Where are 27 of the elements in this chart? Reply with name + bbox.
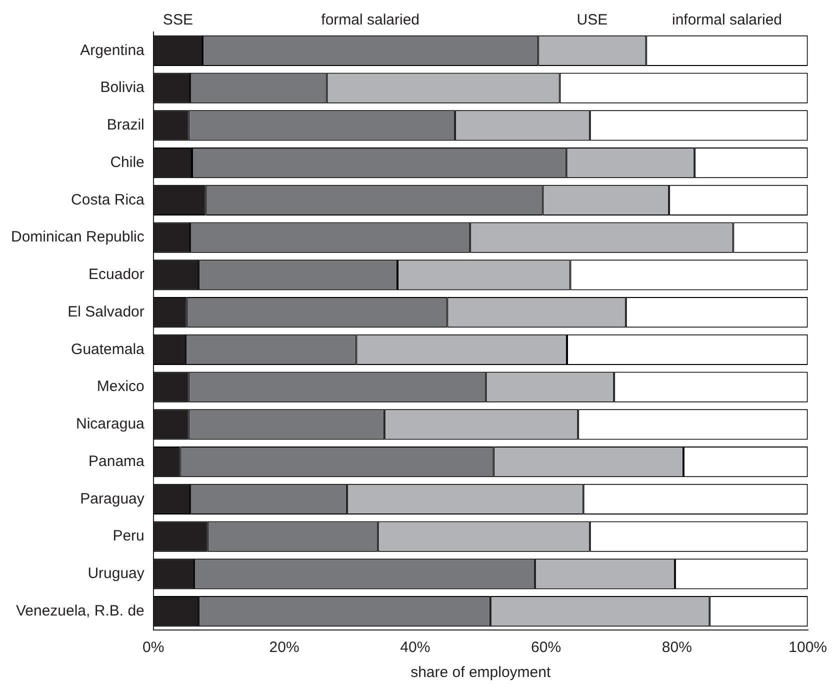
y-tick-label: Peru (112, 528, 144, 545)
y-tick-label: Argentina (80, 42, 146, 59)
y-tick-label: Dominican Republic (10, 228, 145, 246)
x-tick-label: 100% (788, 639, 828, 656)
x-tick-label: 0% (142, 639, 164, 656)
y-tick-label: Panama (88, 452, 146, 470)
y-tick-label: Guatemala (71, 340, 146, 358)
y-tick-label: Chile (110, 154, 144, 171)
y-tick-label: El Salvador (68, 303, 144, 320)
y-tick-label: Paraguay (80, 490, 145, 508)
x-axis-title: share of employment (410, 664, 552, 682)
series-label: USE (576, 12, 608, 29)
y-tick-label: Bolivia (100, 79, 146, 96)
y-tick-label: Uruguay (88, 565, 145, 582)
x-tick-label: 40% (400, 639, 430, 656)
x-tick-label: 60% (531, 639, 562, 656)
x-tick-label: 80% (662, 639, 692, 656)
y-tick-label: Brazil (106, 116, 144, 134)
series-label: formal salaried (321, 12, 420, 29)
y-tick-label: Nicaragua (76, 416, 146, 433)
y-tick-label: Costa Rica (71, 191, 146, 208)
y-tick-label: Mexico (96, 378, 144, 396)
x-tick-label: 20% (269, 639, 300, 656)
y-tick-label: Venezuela, R.B. de (16, 602, 144, 620)
series-label: SSE (162, 12, 193, 29)
series-label: informal salaried (672, 12, 782, 29)
y-tick-label: Ecuador (88, 266, 144, 284)
